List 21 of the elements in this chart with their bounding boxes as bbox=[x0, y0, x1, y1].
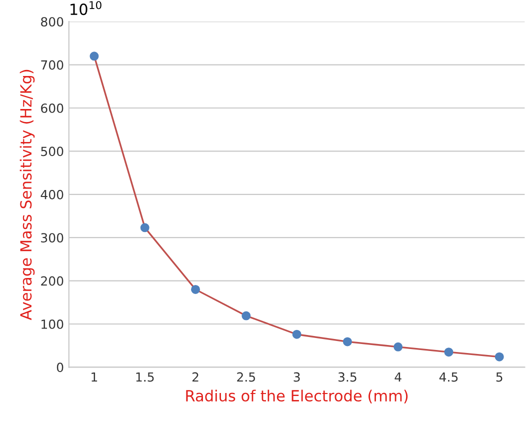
x-tick-label: 4 bbox=[394, 372, 402, 382]
x-tick-label: 1 bbox=[92, 372, 98, 382]
x-tick-label: 2 bbox=[192, 372, 198, 382]
y-tick-label: 200 bbox=[41, 276, 64, 286]
x-tick-label: 3.5 bbox=[338, 372, 356, 382]
y-tick-label: 300 bbox=[41, 233, 64, 243]
y-axis-title: Average Mass Sensitivity (Hz/Kg) bbox=[20, 70, 35, 320]
x-tick-label: 2.5 bbox=[237, 372, 256, 382]
x-tick-label: 5 bbox=[496, 372, 502, 382]
x-tick-label: 1.5 bbox=[136, 372, 154, 382]
y-tick-label: 700 bbox=[41, 60, 64, 70]
x-tick-label: 3 bbox=[294, 372, 300, 382]
y-tick-label: 0 bbox=[56, 362, 64, 372]
y-tick-label: 500 bbox=[41, 146, 64, 156]
y-tick-label: 400 bbox=[40, 190, 64, 200]
y-tick-label: 100 bbox=[42, 319, 64, 329]
x-tick-label: 4.5 bbox=[439, 372, 458, 382]
y-tick-label: 600 bbox=[41, 103, 64, 113]
y-tick-label: 800 bbox=[41, 17, 64, 27]
x-axis-title: Radius of the Electrode (mm) bbox=[186, 390, 408, 404]
text: 10$^{10}$ bbox=[70, 1, 102, 16]
